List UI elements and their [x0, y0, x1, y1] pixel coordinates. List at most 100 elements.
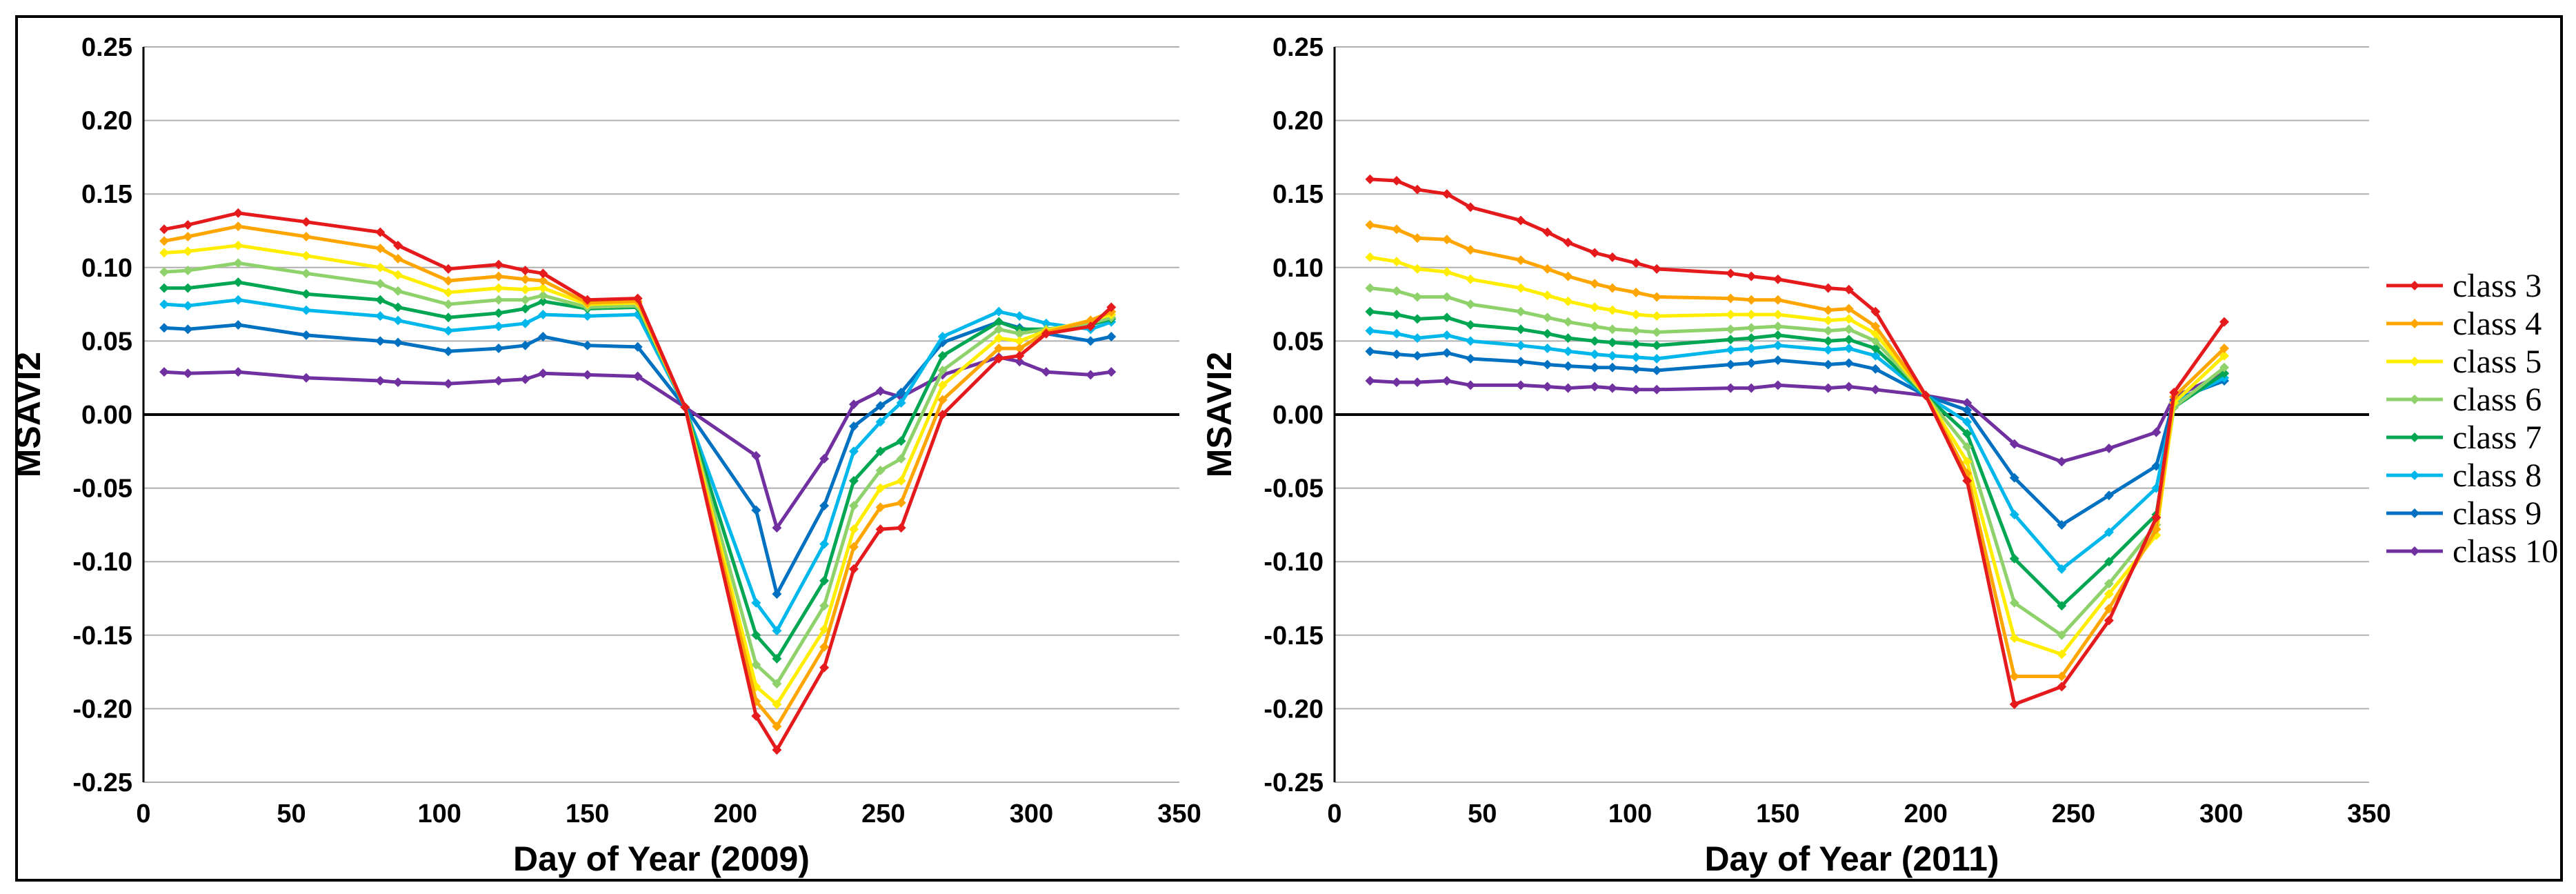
data-point-class-10: [393, 377, 403, 388]
data-point-class-5: [443, 288, 454, 298]
data-point-class-9: [1823, 359, 1833, 370]
data-point-class-7: [538, 296, 548, 306]
y-tick-label: -0.05: [72, 475, 132, 504]
data-point-class-3: [1086, 321, 1096, 332]
data-point-class-3: [1870, 306, 1881, 317]
data-point-class-5: [159, 248, 170, 258]
data-point-class-4: [301, 232, 312, 242]
y-tick-label: -0.15: [1264, 622, 1324, 650]
data-point-class-5: [848, 524, 859, 535]
data-point-class-5: [1607, 305, 1617, 315]
data-point-class-4: [2057, 671, 2067, 682]
data-point-class-4: [937, 395, 948, 405]
data-point-class-4: [375, 244, 386, 254]
data-point-class-4: [994, 344, 1004, 354]
data-point-class-3: [301, 217, 312, 227]
x-axis-label: Day of Year (2009): [513, 840, 810, 878]
data-point-class-6: [1631, 326, 1641, 336]
legend-label-class-6: class 6: [2453, 381, 2542, 418]
series-line-class-3: [1370, 177, 2226, 706]
data-point-class-6: [375, 279, 386, 289]
data-point-class-8: [393, 315, 403, 326]
data-point-class-4: [1844, 304, 1854, 314]
data-point-class-7: [1962, 428, 1973, 439]
data-point-class-3: [1015, 350, 1025, 361]
data-point-class-9: [375, 336, 386, 346]
data-point-class-6: [1962, 441, 1973, 452]
data-point-class-3: [1607, 252, 1617, 262]
data-point-class-3: [2057, 682, 2067, 692]
data-point-class-4: [1542, 264, 1552, 274]
data-point-class-7: [2009, 553, 2019, 564]
series-line-class-7: [1370, 310, 2226, 608]
data-point-class-5: [301, 250, 312, 261]
data-point-class-4: [1631, 288, 1641, 298]
data-point-class-6: [1652, 327, 1662, 337]
x-tick-label: 0: [136, 799, 150, 828]
data-point-class-7: [937, 350, 948, 361]
data-point-class-9: [1412, 350, 1422, 361]
data-point-class-5: [1844, 314, 1854, 324]
data-point-class-9: [2009, 473, 2019, 483]
data-point-class-3: [1441, 189, 1452, 199]
data-point-class-3: [1652, 264, 1662, 274]
data-point-class-10: [2009, 439, 2019, 449]
data-point-class-6: [875, 466, 886, 476]
data-point-class-10: [1652, 384, 1662, 395]
data-point-class-8: [819, 539, 830, 549]
data-point-class-5: [1365, 252, 1375, 262]
data-point-class-9: [772, 589, 782, 599]
x-tick-label: 50: [1468, 799, 1497, 828]
data-point-class-6: [183, 266, 193, 276]
data-point-class-9: [520, 340, 530, 350]
data-point-class-3: [1041, 328, 1051, 339]
data-point-class-7: [493, 308, 503, 318]
data-point-class-6: [1844, 324, 1854, 335]
data-point-class-9: [2104, 490, 2114, 501]
data-point-class-7: [1392, 310, 1401, 320]
data-point-class-6: [1441, 292, 1452, 302]
data-point-class-9: [1516, 357, 1526, 367]
data-point-class-10: [1844, 381, 1854, 392]
y-tick-label: 0.20: [81, 107, 132, 136]
figure-border: [15, 15, 2563, 882]
data-point-class-9: [1844, 358, 1854, 368]
data-point-class-7: [1563, 333, 1573, 344]
data-point-class-6: [1726, 324, 1736, 335]
data-point-class-8: [896, 397, 906, 408]
data-point-class-5: [233, 240, 243, 250]
data-point-class-3: [1746, 271, 1757, 281]
data-point-class-6: [1365, 283, 1375, 293]
data-point-class-5: [1015, 336, 1025, 346]
data-point-class-8: [1773, 340, 1783, 350]
data-point-class-6: [896, 453, 906, 464]
data-point-class-7: [1516, 324, 1526, 335]
data-point-class-10: [1516, 380, 1526, 390]
data-point-class-6: [1516, 306, 1526, 317]
data-point-class-3: [233, 208, 243, 218]
data-point-class-6: [233, 258, 243, 268]
data-point-class-8: [493, 321, 503, 332]
data-point-class-6: [493, 295, 503, 305]
data-point-class-10: [233, 367, 243, 377]
data-point-class-10: [848, 399, 859, 410]
data-point-class-5: [1542, 290, 1552, 301]
data-point-class-9: [896, 388, 906, 398]
data-point-class-3: [1921, 390, 1931, 401]
data-point-class-7: [875, 446, 886, 457]
data-point-class-7: [896, 436, 906, 446]
data-point-class-3: [538, 268, 548, 279]
data-point-class-3: [1844, 284, 1854, 295]
y-tick-label: 0.10: [1272, 254, 1324, 283]
data-point-class-7: [1441, 312, 1452, 323]
data-point-class-10: [2104, 444, 2114, 454]
data-point-class-7: [375, 295, 386, 305]
data-point-class-8: [1607, 350, 1617, 361]
legend-label-class-7: class 7: [2453, 419, 2542, 456]
x-tick-label: 50: [277, 799, 306, 828]
data-point-class-4: [1365, 219, 1375, 230]
data-point-class-5: [2104, 589, 2114, 599]
data-point-class-8: [1041, 318, 1051, 328]
legend-label-class-5: class 5: [2453, 344, 2542, 380]
data-point-class-7: [994, 317, 1004, 327]
